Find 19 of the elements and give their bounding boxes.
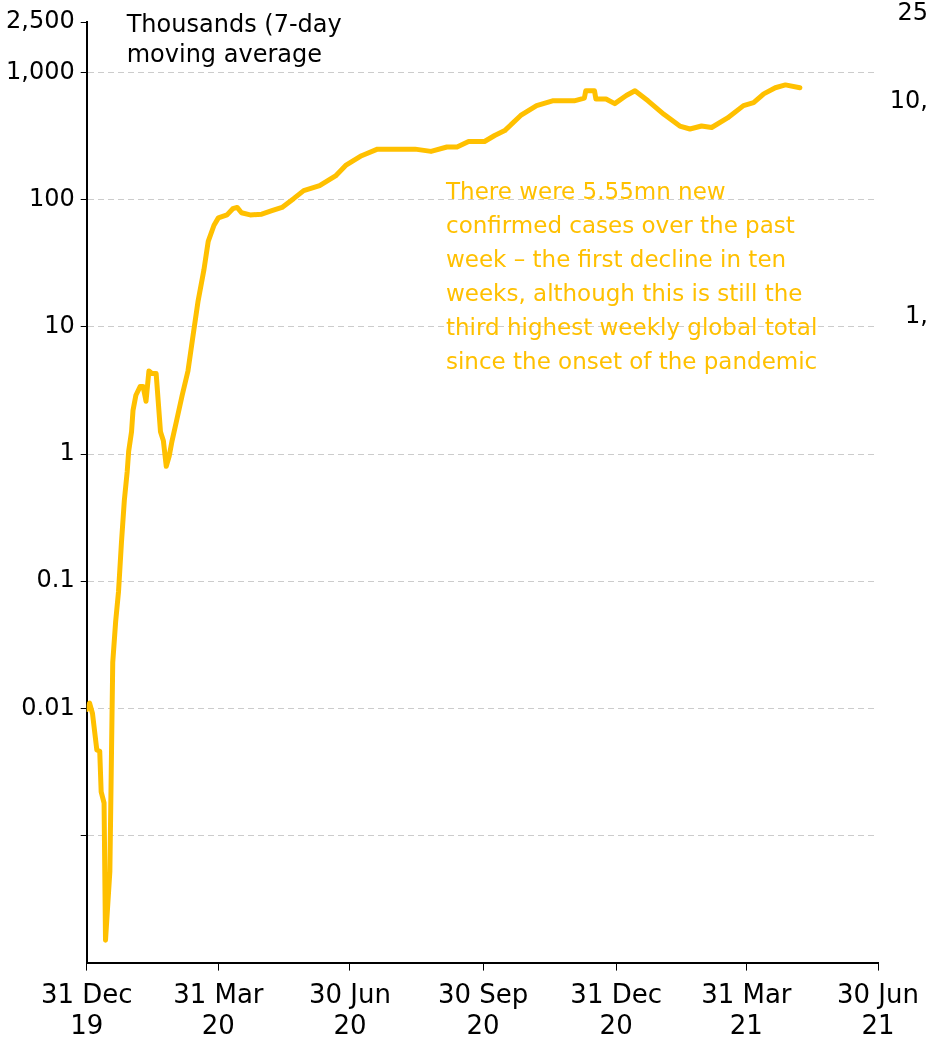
text: 25 [897, 0, 928, 27]
y-tick-label: 1,000 [5, 56, 75, 85]
text: 1, [905, 301, 928, 330]
y-axis-title: Thousands (7-day moving average [125, 10, 342, 69]
y-tick-label: 0.01 [21, 692, 75, 721]
y-tick-label: 2,500 [5, 6, 75, 35]
text: 10, [889, 86, 928, 115]
y-tick-label: 0.1 [36, 565, 75, 594]
x-tick-label: 30 Jun 21 [837, 978, 919, 1041]
y-tick-label: 1 [59, 438, 75, 467]
annotation: There were 5.55mn new confirmed cases over the past week – the first decline in ten weeks, although this is still the third highest weekly global total since the onset of the pandemic [445, 178, 818, 375]
x-tick-label: 31 Dec 19 [40, 978, 133, 1041]
x-tick-label: 31 Dec 20 [570, 978, 662, 1041]
x-tick-label: 30 Sep 20 [437, 978, 529, 1041]
y-tick-label: 10 [44, 311, 75, 340]
x-tick-label: 31 Mar 21 [701, 978, 792, 1041]
x-tick-label: 31 Mar 20 [173, 978, 264, 1041]
x-tick-label: 30 Jun 20 [309, 978, 391, 1041]
y-tick-label: 100 [28, 183, 75, 212]
